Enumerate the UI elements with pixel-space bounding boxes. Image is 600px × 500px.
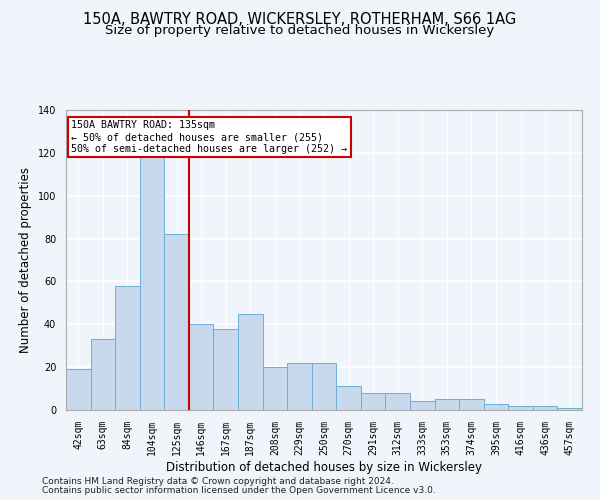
Text: 150A, BAWTRY ROAD, WICKERSLEY, ROTHERHAM, S66 1AG: 150A, BAWTRY ROAD, WICKERSLEY, ROTHERHAM… (83, 12, 517, 28)
Bar (459, 400, 484, 410)
Bar (434, 400, 459, 410)
Bar (164, 234, 189, 410)
Bar (91, 340, 115, 410)
Bar (189, 324, 214, 410)
Bar (66, 370, 91, 410)
Text: Size of property relative to detached houses in Wickersley: Size of property relative to detached ho… (106, 24, 494, 37)
Bar (410, 402, 434, 410)
X-axis label: Distribution of detached houses by size in Wickersley: Distribution of detached houses by size … (166, 460, 482, 473)
Bar (385, 393, 410, 410)
Bar (557, 408, 582, 410)
Bar (263, 367, 287, 410)
Bar (312, 363, 336, 410)
Text: Contains public sector information licensed under the Open Government Licence v3: Contains public sector information licen… (42, 486, 436, 495)
Bar (361, 393, 385, 410)
Bar (533, 406, 557, 410)
Text: 150A BAWTRY ROAD: 135sqm
← 50% of detached houses are smaller (255)
50% of semi-: 150A BAWTRY ROAD: 135sqm ← 50% of detach… (71, 120, 347, 154)
Bar (508, 406, 533, 410)
Bar (115, 286, 140, 410)
Bar (336, 386, 361, 410)
Bar (287, 363, 312, 410)
Bar (214, 328, 238, 410)
Bar (140, 157, 164, 410)
Y-axis label: Number of detached properties: Number of detached properties (19, 167, 32, 353)
Text: Contains HM Land Registry data © Crown copyright and database right 2024.: Contains HM Land Registry data © Crown c… (42, 477, 394, 486)
Bar (484, 404, 508, 410)
Bar (238, 314, 263, 410)
